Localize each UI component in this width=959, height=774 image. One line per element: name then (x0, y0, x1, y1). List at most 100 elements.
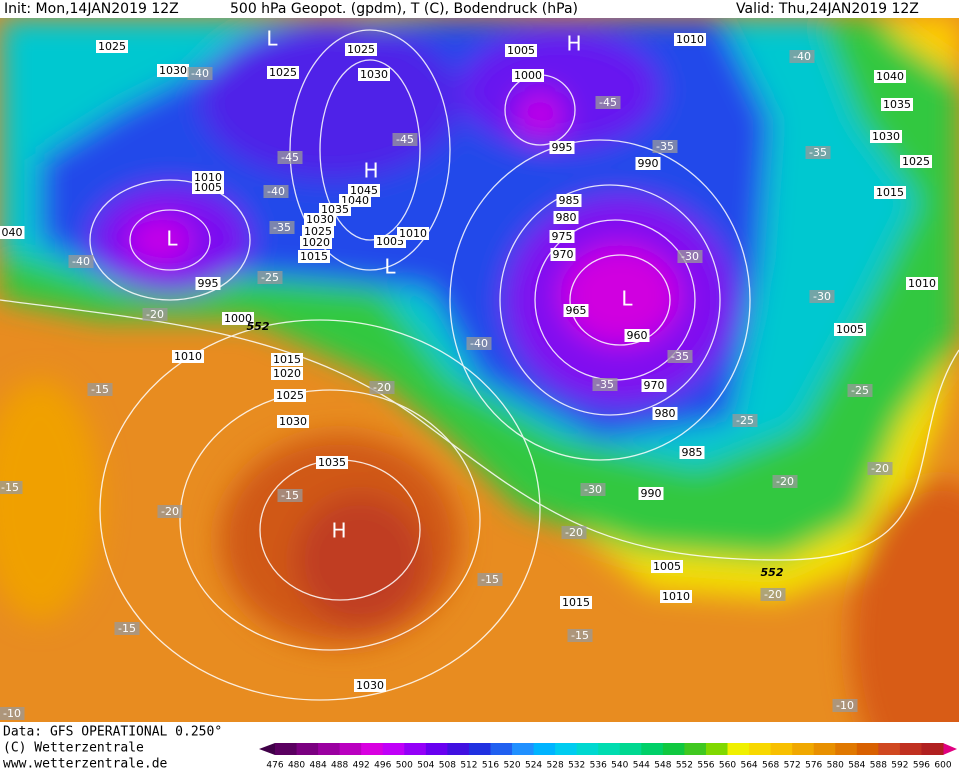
scale-box (339, 743, 362, 755)
temperature-label-box (652, 140, 678, 153)
pressure-label: 1025 (269, 66, 297, 79)
pressure-label: 1030 (356, 679, 384, 692)
pressure-label: 985 (682, 446, 703, 459)
temperature-label-box (0, 707, 25, 720)
scale-box (425, 743, 448, 755)
pressure-label-box (157, 64, 189, 77)
temperature-label-box (142, 308, 168, 321)
pressure-label: 1025 (347, 43, 375, 56)
temperature-label: -35 (809, 146, 827, 159)
scale-label: 480 (288, 761, 305, 771)
pressure-label: 1010 (399, 227, 427, 240)
pressure-label-box (652, 407, 678, 420)
temperature-label: -35 (596, 378, 614, 391)
pressure-label-box (0, 226, 25, 239)
pressure-label-box (304, 213, 336, 226)
temperature-label-box (157, 505, 183, 518)
scale-label: 528 (547, 761, 564, 771)
scale-box (878, 743, 901, 755)
scale-box (512, 743, 535, 755)
scale-box (641, 743, 664, 755)
scale-label: 508 (439, 761, 456, 771)
temperature-label-box (263, 185, 289, 198)
pressure-label: 1045 (350, 184, 378, 197)
pressure-label: 1025 (902, 155, 930, 168)
scale-label: 548 (654, 761, 671, 771)
pressure-label: 1005 (507, 44, 535, 57)
init-text: Init: Mon,14JAN2019 12Z (4, 1, 179, 17)
temperature-label: -15 (281, 489, 299, 502)
scale-box (813, 743, 836, 755)
temperature-label-box (477, 573, 503, 586)
pressure-label-box (881, 98, 913, 111)
pressure-label: 1010 (174, 350, 202, 363)
temperature-label: -25 (851, 384, 869, 397)
scale-label: 524 (525, 761, 542, 771)
pressure-label: 1025 (98, 40, 126, 53)
temperature-label-box (592, 378, 618, 391)
scale-box (447, 743, 470, 755)
pressure-label-box (549, 141, 575, 154)
temperature-label: -25 (736, 414, 754, 427)
scale-label: 576 (805, 761, 822, 771)
pressure-label-box (354, 679, 386, 692)
pressure-label-box (271, 367, 303, 380)
scale-label: 496 (374, 761, 391, 771)
scale-label: 504 (417, 761, 434, 771)
temperature-label: -15 (481, 573, 499, 586)
map-field (0, 18, 959, 722)
pressure-label-box (192, 171, 224, 184)
scale-box (533, 743, 556, 755)
temperature-label: -20 (373, 381, 391, 394)
pressure-label: 990 (638, 157, 659, 170)
temperature-label: -15 (1, 481, 19, 494)
scale-box (749, 743, 772, 755)
pressure-label: 1030 (159, 64, 187, 77)
pressure-label-box (512, 69, 544, 82)
pressure-label-box (651, 560, 683, 573)
temperature-label-box (677, 250, 703, 263)
pressure-label: 1005 (194, 181, 222, 194)
header-title: 500 hPa Geopot. (gpdm), T (C), Bodendruc… (230, 1, 578, 17)
pressure-label: 1030 (360, 68, 388, 81)
pressure-label: 1015 (300, 250, 328, 263)
temperature-label: -20 (764, 588, 782, 601)
pressure-label-box (302, 225, 334, 238)
temperature-label-box (760, 588, 786, 601)
pressure-label: 1025 (304, 225, 332, 238)
scale-box (684, 743, 707, 755)
pressure-label: 970 (644, 379, 665, 392)
temperature-label: -15 (571, 629, 589, 642)
pressure-label: 1015 (876, 186, 904, 199)
scale-label: 476 (266, 761, 283, 771)
pressure-center: L (384, 255, 396, 279)
scale-arrow-high (943, 743, 957, 755)
pressure-center: H (566, 32, 581, 56)
footer-url: www.wetterzentrale.de (3, 757, 168, 771)
temperature-label-box (269, 221, 295, 234)
scale-label: 580 (827, 761, 844, 771)
pressure-label-box (641, 379, 667, 392)
temperature-label: -30 (584, 483, 602, 496)
temperature-label: -45 (599, 96, 617, 109)
scale-box (555, 743, 578, 755)
pressure-label-box (556, 194, 582, 207)
scale-box (382, 743, 405, 755)
pressure-label: 1010 (676, 33, 704, 46)
pressure-center: L (621, 287, 633, 311)
temperature-label: -45 (396, 133, 414, 146)
footer-data: Data: GFS OPERATIONAL 0.250° (3, 725, 222, 740)
temperature-label-box (561, 526, 587, 539)
pressure-label-box (505, 44, 537, 57)
pressure-label-box (96, 40, 128, 53)
temperature-label-box (580, 483, 606, 496)
scale-box (921, 743, 944, 755)
scale-box (619, 743, 642, 755)
pressure-label: 1030 (279, 415, 307, 428)
pressure-center: L (166, 227, 178, 251)
scale-label: 516 (482, 761, 499, 771)
pressure-label-box (274, 389, 306, 402)
pressure-label-box (277, 415, 309, 428)
scale-box (275, 743, 298, 755)
